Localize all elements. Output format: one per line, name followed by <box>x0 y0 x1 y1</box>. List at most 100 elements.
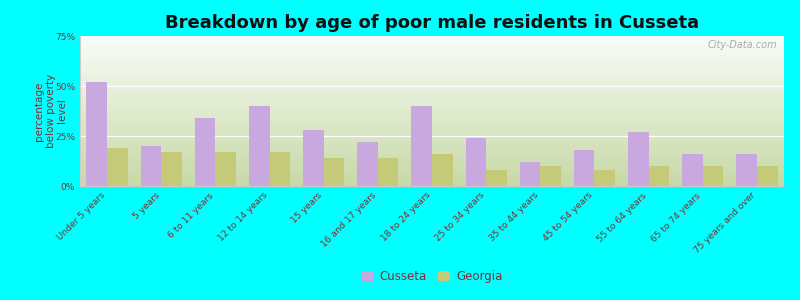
Bar <box>303 130 324 186</box>
Bar <box>80 107 800 108</box>
Bar <box>80 139 800 140</box>
Bar <box>80 180 800 181</box>
Bar <box>80 164 800 165</box>
Bar <box>540 166 561 186</box>
Bar <box>80 143 800 144</box>
Bar <box>80 137 800 138</box>
Bar <box>80 36 800 37</box>
Bar <box>86 82 107 186</box>
Bar <box>80 118 800 119</box>
Bar <box>80 158 800 159</box>
Bar <box>80 56 800 57</box>
Bar <box>80 51 800 52</box>
Bar <box>411 106 432 186</box>
Bar <box>594 170 615 186</box>
Bar <box>80 39 800 40</box>
Bar <box>80 157 800 158</box>
Bar <box>80 172 800 173</box>
Bar <box>80 44 800 45</box>
Bar <box>107 148 128 186</box>
Bar <box>80 169 800 170</box>
Bar <box>80 93 800 94</box>
Bar <box>80 124 800 125</box>
Bar <box>80 110 800 111</box>
Bar <box>80 43 800 44</box>
Bar <box>80 142 800 143</box>
Bar <box>628 132 649 186</box>
Bar <box>80 119 800 120</box>
Bar <box>702 166 723 186</box>
Bar <box>80 48 800 49</box>
Bar <box>80 168 800 169</box>
Bar <box>80 122 800 123</box>
Legend: Cusseta, Georgia: Cusseta, Georgia <box>357 266 507 288</box>
Bar <box>80 99 800 100</box>
Bar <box>80 71 800 72</box>
Title: Breakdown by age of poor male residents in Cusseta: Breakdown by age of poor male residents … <box>165 14 699 32</box>
Bar <box>80 132 800 133</box>
Bar <box>80 82 800 83</box>
Bar <box>378 158 398 186</box>
Bar <box>80 182 800 183</box>
Bar <box>80 141 800 142</box>
Bar <box>80 87 800 88</box>
Bar <box>80 47 800 48</box>
Bar <box>80 148 800 149</box>
Bar <box>80 176 800 177</box>
Bar <box>80 129 800 130</box>
Bar <box>80 128 800 129</box>
Bar <box>80 79 800 80</box>
Bar <box>358 142 378 186</box>
Bar <box>80 126 800 127</box>
Bar <box>80 55 800 56</box>
Bar <box>80 114 800 115</box>
Bar <box>80 108 800 109</box>
Bar <box>80 159 800 160</box>
Bar <box>80 58 800 59</box>
Bar <box>80 116 800 117</box>
Bar <box>80 136 800 137</box>
Bar <box>80 98 800 99</box>
Bar <box>80 174 800 175</box>
Bar <box>80 175 800 176</box>
Bar <box>80 81 800 82</box>
Bar <box>80 179 800 180</box>
Bar <box>80 101 800 102</box>
Bar <box>80 37 800 38</box>
Bar <box>80 149 800 150</box>
Bar <box>80 77 800 78</box>
Bar <box>80 78 800 79</box>
Bar <box>80 64 800 65</box>
Bar <box>80 161 800 162</box>
Bar <box>80 144 800 145</box>
Bar <box>80 152 800 153</box>
Bar <box>80 80 800 81</box>
Bar <box>432 154 453 186</box>
Bar <box>80 113 800 114</box>
Bar <box>80 67 800 68</box>
Bar <box>80 105 800 106</box>
Bar <box>162 152 182 186</box>
Bar <box>80 125 800 126</box>
Bar <box>80 183 800 184</box>
Bar <box>80 100 800 101</box>
Bar <box>80 86 800 87</box>
Bar <box>80 50 800 51</box>
Bar <box>80 90 800 91</box>
Bar <box>80 133 800 134</box>
Bar <box>80 70 800 71</box>
Bar <box>80 151 800 152</box>
Bar <box>80 52 800 53</box>
Bar <box>80 120 800 121</box>
Bar <box>80 59 800 60</box>
Bar <box>80 88 800 89</box>
Bar <box>324 158 344 186</box>
Bar <box>574 150 594 186</box>
Text: City-Data.com: City-Data.com <box>707 40 777 50</box>
Bar <box>80 72 800 73</box>
Bar <box>80 104 800 105</box>
Bar <box>80 61 800 62</box>
Bar <box>80 123 800 124</box>
Bar <box>80 53 800 54</box>
Bar <box>80 134 800 135</box>
